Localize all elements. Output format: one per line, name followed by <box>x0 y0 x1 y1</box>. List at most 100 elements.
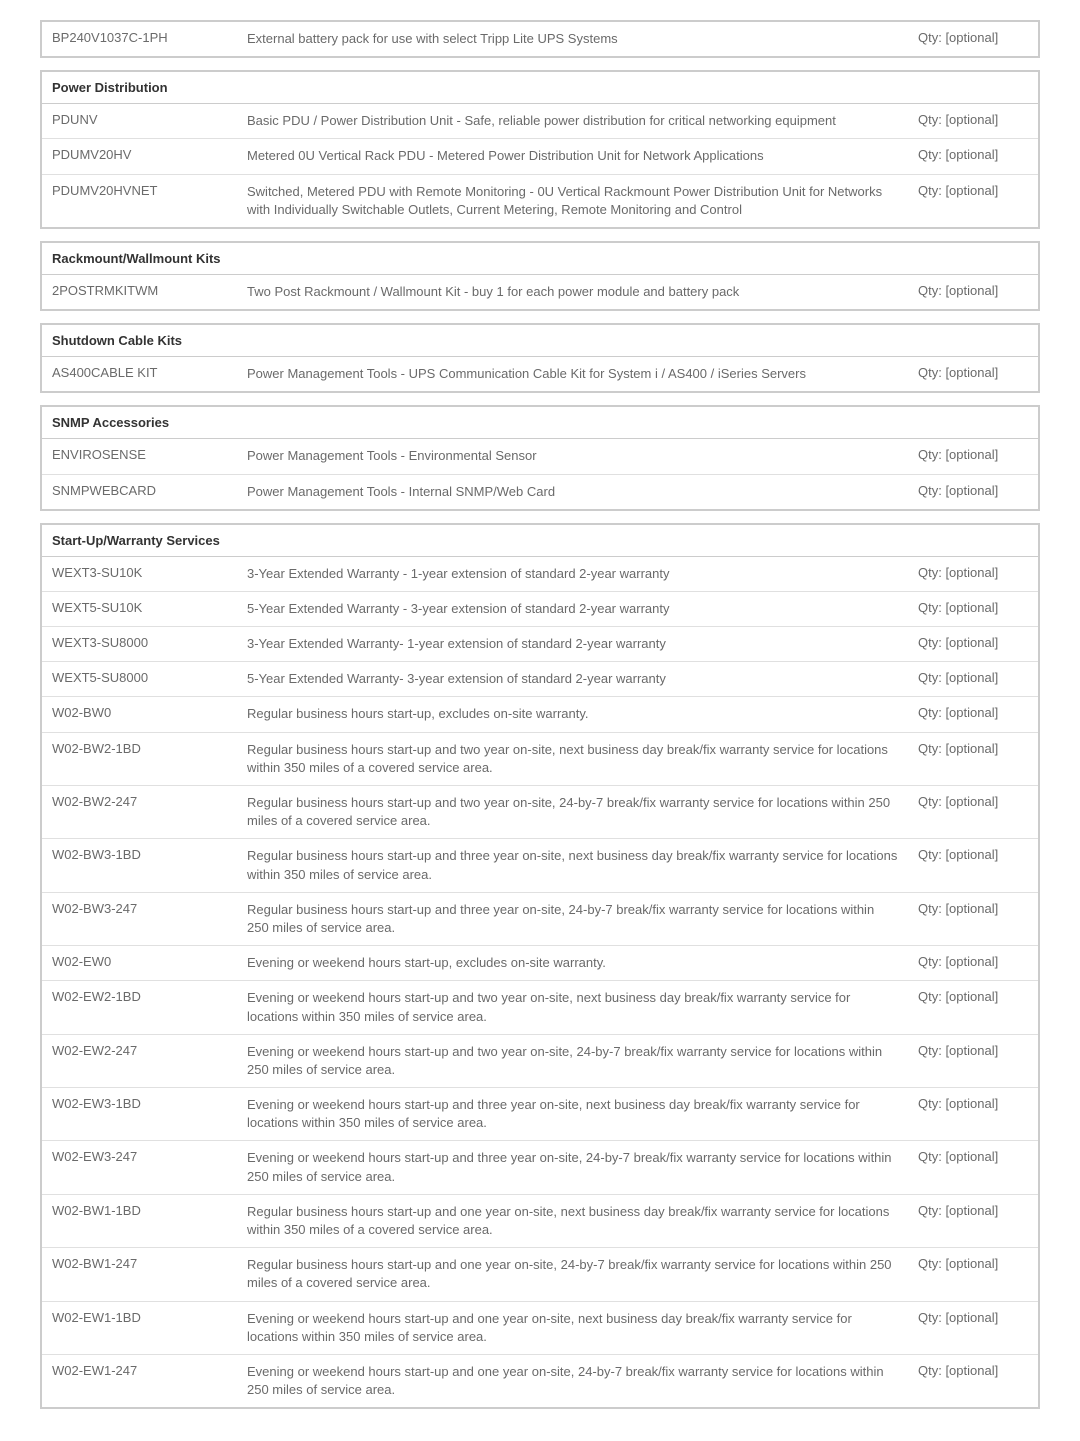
table-row: W02-EW3-1BDEvening or weekend hours star… <box>42 1088 1038 1141</box>
table-row: W02-EW1-1BDEvening or weekend hours star… <box>42 1302 1038 1355</box>
product-sku: W02-BW3-1BD <box>42 839 237 891</box>
product-description: Two Post Rackmount / Wallmount Kit - buy… <box>237 275 908 309</box>
product-qty: Qty: [optional] <box>908 22 1038 56</box>
product-section: Shutdown Cable KitsAS400CABLE KITPower M… <box>40 323 1040 393</box>
product-qty: Qty: [optional] <box>908 786 1038 838</box>
product-description: Switched, Metered PDU with Remote Monito… <box>237 175 908 227</box>
product-description: Regular business hours start-up and one … <box>237 1195 908 1247</box>
table-row: 2POSTRMKITWMTwo Post Rackmount / Wallmou… <box>42 275 1038 309</box>
product-qty: Qty: [optional] <box>908 1195 1038 1247</box>
product-description: Evening or weekend hours start-up and tw… <box>237 1035 908 1087</box>
product-sku: W02-BW0 <box>42 697 237 731</box>
product-sku: W02-EW3-247 <box>42 1141 237 1193</box>
product-description: 5-Year Extended Warranty - 3-year extens… <box>237 592 908 626</box>
product-sku: ENVIROSENSE <box>42 439 237 473</box>
standalone-product-row: BP240V1037C-1PH External battery pack fo… <box>40 20 1040 58</box>
product-qty: Qty: [optional] <box>908 1248 1038 1300</box>
table-row: AS400CABLE KITPower Management Tools - U… <box>42 357 1038 391</box>
product-description: Basic PDU / Power Distribution Unit - Sa… <box>237 104 908 138</box>
table-row: SNMPWEBCARDPower Management Tools - Inte… <box>42 475 1038 509</box>
product-description: Regular business hours start-up and thre… <box>237 839 908 891</box>
product-qty: Qty: [optional] <box>908 1302 1038 1354</box>
product-description: Regular business hours start-up and thre… <box>237 893 908 945</box>
product-description: Evening or weekend hours start-up and tw… <box>237 981 908 1033</box>
product-description: Regular business hours start-up and one … <box>237 1248 908 1300</box>
product-section: SNMP AccessoriesENVIROSENSEPower Managem… <box>40 405 1040 510</box>
table-row: W02-EW2-1BDEvening or weekend hours star… <box>42 981 1038 1034</box>
product-section: Start-Up/Warranty ServicesWEXT3-SU10K3-Y… <box>40 523 1040 1410</box>
product-section: Power DistributionPDUNVBasic PDU / Power… <box>40 70 1040 229</box>
product-description: External battery pack for use with selec… <box>237 22 908 56</box>
product-sku: W02-BW2-1BD <box>42 733 237 785</box>
table-row: PDUMV20HVMetered 0U Vertical Rack PDU - … <box>42 139 1038 174</box>
product-qty: Qty: [optional] <box>908 697 1038 731</box>
product-sections-container: Power DistributionPDUNVBasic PDU / Power… <box>40 70 1040 1409</box>
product-sku: W02-EW3-1BD <box>42 1088 237 1140</box>
section-header: Power Distribution <box>42 72 1038 104</box>
product-qty: Qty: [optional] <box>908 175 1038 227</box>
product-description: Power Management Tools - UPS Communicati… <box>237 357 908 391</box>
table-row: WEXT5-SU10K5-Year Extended Warranty - 3-… <box>42 592 1038 627</box>
product-section: Rackmount/Wallmount Kits2POSTRMKITWMTwo … <box>40 241 1040 311</box>
product-qty: Qty: [optional] <box>908 439 1038 473</box>
product-description: Regular business hours start-up and two … <box>237 733 908 785</box>
product-sku: PDUNV <box>42 104 237 138</box>
product-sku: AS400CABLE KIT <box>42 357 237 391</box>
product-description: 3-Year Extended Warranty- 1-year extensi… <box>237 627 908 661</box>
product-sku: W02-EW1-1BD <box>42 1302 237 1354</box>
product-qty: Qty: [optional] <box>908 627 1038 661</box>
product-qty: Qty: [optional] <box>908 1141 1038 1193</box>
table-row: WEXT5-SU80005-Year Extended Warranty- 3-… <box>42 662 1038 697</box>
section-header: Rackmount/Wallmount Kits <box>42 243 1038 275</box>
product-sku: PDUMV20HV <box>42 139 237 173</box>
table-row: ENVIROSENSEPower Management Tools - Envi… <box>42 439 1038 474</box>
product-sku: 2POSTRMKITWM <box>42 275 237 309</box>
product-qty: Qty: [optional] <box>908 357 1038 391</box>
product-description: Power Management Tools - Internal SNMP/W… <box>237 475 908 509</box>
product-sku: W02-BW1-247 <box>42 1248 237 1300</box>
product-sku: WEXT5-SU8000 <box>42 662 237 696</box>
product-qty: Qty: [optional] <box>908 1088 1038 1140</box>
section-header: SNMP Accessories <box>42 407 1038 439</box>
table-row: W02-BW0Regular business hours start-up, … <box>42 697 1038 732</box>
product-qty: Qty: [optional] <box>908 946 1038 980</box>
product-sku: W02-BW1-1BD <box>42 1195 237 1247</box>
product-description: 3-Year Extended Warranty - 1-year extens… <box>237 557 908 591</box>
product-description: Regular business hours start-up and two … <box>237 786 908 838</box>
product-qty: Qty: [optional] <box>908 839 1038 891</box>
table-row: PDUNVBasic PDU / Power Distribution Unit… <box>42 104 1038 139</box>
table-row: W02-BW1-247Regular business hours start-… <box>42 1248 1038 1301</box>
product-sku: W02-BW3-247 <box>42 893 237 945</box>
product-sku: W02-EW0 <box>42 946 237 980</box>
table-row: W02-EW1-247Evening or weekend hours star… <box>42 1355 1038 1407</box>
table-row: WEXT3-SU80003-Year Extended Warranty- 1-… <box>42 627 1038 662</box>
product-description: Evening or weekend hours start-up and on… <box>237 1355 908 1407</box>
product-sku: W02-EW2-247 <box>42 1035 237 1087</box>
product-description: Evening or weekend hours start-up and th… <box>237 1088 908 1140</box>
section-header: Shutdown Cable Kits <box>42 325 1038 357</box>
table-row: W02-BW3-247Regular business hours start-… <box>42 893 1038 946</box>
product-sku: WEXT3-SU8000 <box>42 627 237 661</box>
product-sku: WEXT5-SU10K <box>42 592 237 626</box>
product-sku: WEXT3-SU10K <box>42 557 237 591</box>
product-sku: BP240V1037C-1PH <box>42 22 237 56</box>
table-row: W02-EW0Evening or weekend hours start-up… <box>42 946 1038 981</box>
product-qty: Qty: [optional] <box>908 893 1038 945</box>
product-sku: W02-EW2-1BD <box>42 981 237 1033</box>
product-sku: W02-EW1-247 <box>42 1355 237 1407</box>
product-qty: Qty: [optional] <box>908 475 1038 509</box>
product-qty: Qty: [optional] <box>908 1355 1038 1407</box>
product-description: Metered 0U Vertical Rack PDU - Metered P… <box>237 139 908 173</box>
product-qty: Qty: [optional] <box>908 275 1038 309</box>
product-description: Evening or weekend hours start-up, exclu… <box>237 946 908 980</box>
product-qty: Qty: [optional] <box>908 733 1038 785</box>
product-sku: PDUMV20HVNET <box>42 175 237 227</box>
section-header: Start-Up/Warranty Services <box>42 525 1038 557</box>
product-qty: Qty: [optional] <box>908 104 1038 138</box>
product-qty: Qty: [optional] <box>908 139 1038 173</box>
product-sku: SNMPWEBCARD <box>42 475 237 509</box>
table-row: W02-BW3-1BDRegular business hours start-… <box>42 839 1038 892</box>
table-row: W02-BW2-1BDRegular business hours start-… <box>42 733 1038 786</box>
product-qty: Qty: [optional] <box>908 557 1038 591</box>
table-row: W02-BW1-1BDRegular business hours start-… <box>42 1195 1038 1248</box>
